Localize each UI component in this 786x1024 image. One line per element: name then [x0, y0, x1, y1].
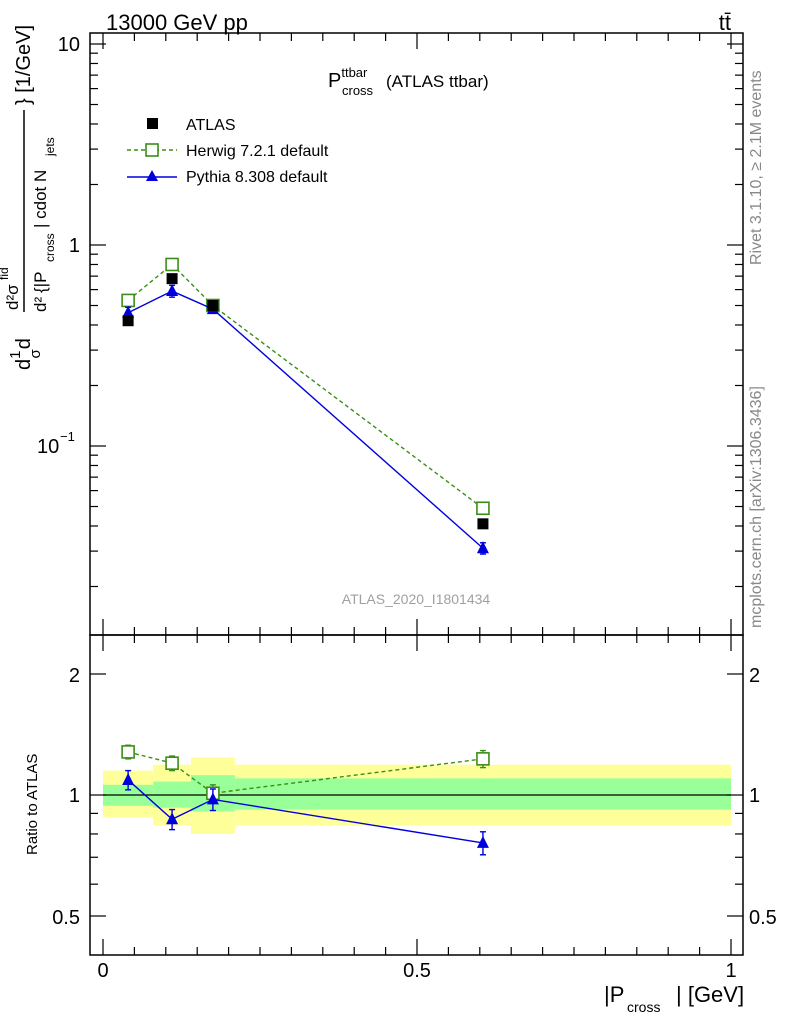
svg-text:d²: d²: [31, 297, 50, 312]
ratio-ytick-right-1: 1: [749, 785, 760, 807]
svg-text:| [GeV]: | [GeV]: [676, 982, 744, 1007]
ytick-label-0.1: 10 −1: [37, 429, 75, 458]
legend-label-pythia: Pythia 8.308 default: [186, 169, 328, 186]
svg-text:−1: −1: [60, 429, 75, 444]
xtick-label-0: 0: [97, 960, 108, 982]
main-herwig-point-3: [476, 501, 490, 516]
ratio-herwig-point-3: [476, 752, 490, 766]
ratio-bands: [103, 757, 731, 834]
process-label: tt̄: [719, 10, 731, 35]
watermark: ATLAS_2020_I1801434: [342, 591, 491, 607]
main-pythia-line: [127, 290, 484, 549]
legend-label-herwig: Herwig 7.2.1 default: [186, 143, 329, 160]
main-title: Pttbar cross (ATLAS ttbar): [328, 65, 489, 98]
ratio-pythia-point-1: [166, 812, 179, 825]
xtick-label-1: 1: [725, 960, 736, 982]
main-series: [121, 257, 490, 555]
main-pythia-point-3: [476, 541, 489, 554]
ratio-ylabel: Ratio to ATLAS: [24, 754, 41, 855]
ratio-ytick-left-1: 1: [69, 785, 80, 807]
svg-text:cross: cross: [627, 999, 660, 1015]
title-suffix: (ATLAS ttbar): [386, 72, 489, 91]
title-sub: cross: [342, 83, 374, 98]
main-atlas-point-1: [166, 273, 178, 285]
svg-text:| cdot N: | cdot N: [31, 170, 50, 228]
ratio-herwig-point-1: [165, 756, 179, 770]
legend-marker-atlas: [147, 118, 158, 129]
ratio-series: [121, 744, 490, 856]
ratio-herwig-line: [127, 751, 484, 794]
ytick-label-10: 10: [58, 34, 80, 56]
mcplots-label: mcplots.cern.ch [arXiv:1306.3436]: [748, 386, 765, 628]
title-sup: ttbar: [341, 65, 368, 80]
energy-label: 13000 GeV pp: [106, 10, 248, 35]
rivet-label: Rivet 3.1.10, ≥ 2.1M events: [748, 70, 765, 265]
svg-text:{|P: {|P: [31, 272, 50, 293]
axes-frames: [89, 32, 744, 956]
title-main: P: [328, 70, 341, 92]
ratio-ytick-left-2: 2: [69, 665, 80, 687]
legend-label-atlas: ATLAS: [186, 117, 236, 134]
ratio-pythia-point-3: [476, 835, 489, 848]
svg-text:d²σ: d²σ: [3, 284, 22, 310]
legend-marker-pythia: [146, 170, 158, 181]
ratio-pythia-point-2: [206, 792, 219, 805]
legend-marker-herwig: [145, 143, 159, 157]
svg-text:Pttbar: Pttbar: [328, 65, 368, 92]
main-atlas-point-3: [477, 518, 489, 530]
xtick-label-0.5: 0.5: [403, 960, 431, 982]
ratio-ytick-right-0.5: 0.5: [749, 907, 777, 929]
xlabel: |P cross | [GeV]: [604, 982, 744, 1015]
ratio-ytick-right-2: 2: [749, 665, 760, 687]
main-herwig-point-0: [121, 293, 135, 308]
band-inner-3: [234, 778, 731, 810]
main-pythia-point-0: [122, 305, 135, 318]
ratio-herwig-point-0: [121, 745, 135, 759]
svg-text:|P: |P: [604, 982, 624, 1007]
svg-text:jets: jets: [43, 137, 57, 157]
main-herwig-point-1: [165, 257, 179, 272]
main-atlas-point-0: [122, 315, 134, 327]
svg-text:cross: cross: [43, 233, 57, 262]
ratio-pythia-line: [127, 779, 484, 844]
svg-text:fid: fid: [0, 267, 11, 280]
ytick-label-1: 1: [69, 235, 80, 257]
svg-text:10: 10: [37, 436, 59, 458]
ratio-pythia-point-0: [122, 772, 135, 785]
main-ylabel: d1 σd d²σ fid d² {|P cross | cdot N jets …: [0, 25, 57, 370]
ratio-ytick-left-0.5: 0.5: [52, 907, 80, 929]
main-herwig-line: [127, 263, 484, 509]
main-atlas-point-2: [207, 300, 219, 312]
main-pythia-point-1: [166, 284, 179, 297]
svg-text:} [1/GeV]: } [1/GeV]: [13, 25, 35, 105]
legend: ATLAS Herwig 7.2.1 default Pythia 8.308 …: [127, 117, 329, 186]
